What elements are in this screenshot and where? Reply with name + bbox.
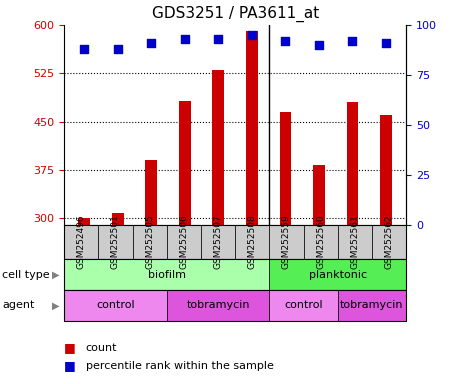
Text: GSM252559: GSM252559 — [282, 215, 291, 269]
Text: GSM252561: GSM252561 — [351, 215, 359, 269]
Point — [282, 38, 289, 44]
Text: planktonic: planktonic — [309, 270, 367, 280]
Bar — [112, 213, 124, 225]
Text: ▶: ▶ — [52, 300, 59, 310]
Bar — [212, 70, 224, 225]
Bar — [280, 112, 291, 225]
Bar — [246, 31, 258, 225]
Point — [349, 38, 356, 44]
Text: GSM252562: GSM252562 — [385, 215, 393, 269]
Point — [114, 46, 122, 52]
Text: cell type: cell type — [2, 270, 50, 280]
Point — [248, 32, 256, 38]
Text: ▶: ▶ — [52, 270, 59, 280]
Title: GDS3251 / PA3611_at: GDS3251 / PA3611_at — [152, 6, 319, 22]
Text: GSM252496: GSM252496 — [77, 215, 86, 269]
Bar — [145, 160, 157, 225]
Text: control: control — [96, 300, 135, 310]
Point — [215, 36, 222, 42]
Text: count: count — [86, 343, 117, 353]
Text: ■: ■ — [64, 341, 76, 354]
Point — [181, 36, 189, 42]
Point — [315, 42, 323, 48]
Bar — [347, 102, 358, 225]
Text: agent: agent — [2, 300, 35, 310]
Text: tobramycin: tobramycin — [186, 300, 250, 310]
Text: GSM252560: GSM252560 — [316, 215, 325, 269]
Bar — [78, 218, 90, 225]
Text: control: control — [284, 300, 323, 310]
Point — [148, 40, 155, 46]
Text: GSM252507: GSM252507 — [214, 215, 222, 269]
Text: GSM252501: GSM252501 — [111, 215, 120, 269]
Text: biofilm: biofilm — [148, 270, 186, 280]
Bar — [380, 115, 392, 225]
Text: GSM252508: GSM252508 — [248, 215, 256, 269]
Bar — [313, 165, 325, 225]
Text: ■: ■ — [64, 359, 76, 372]
Text: GSM252506: GSM252506 — [180, 215, 188, 269]
Text: tobramycin: tobramycin — [340, 300, 404, 310]
Point — [382, 40, 390, 46]
Text: GSM252505: GSM252505 — [145, 215, 154, 269]
Text: percentile rank within the sample: percentile rank within the sample — [86, 361, 274, 371]
Bar — [179, 101, 190, 225]
Point — [80, 46, 88, 52]
